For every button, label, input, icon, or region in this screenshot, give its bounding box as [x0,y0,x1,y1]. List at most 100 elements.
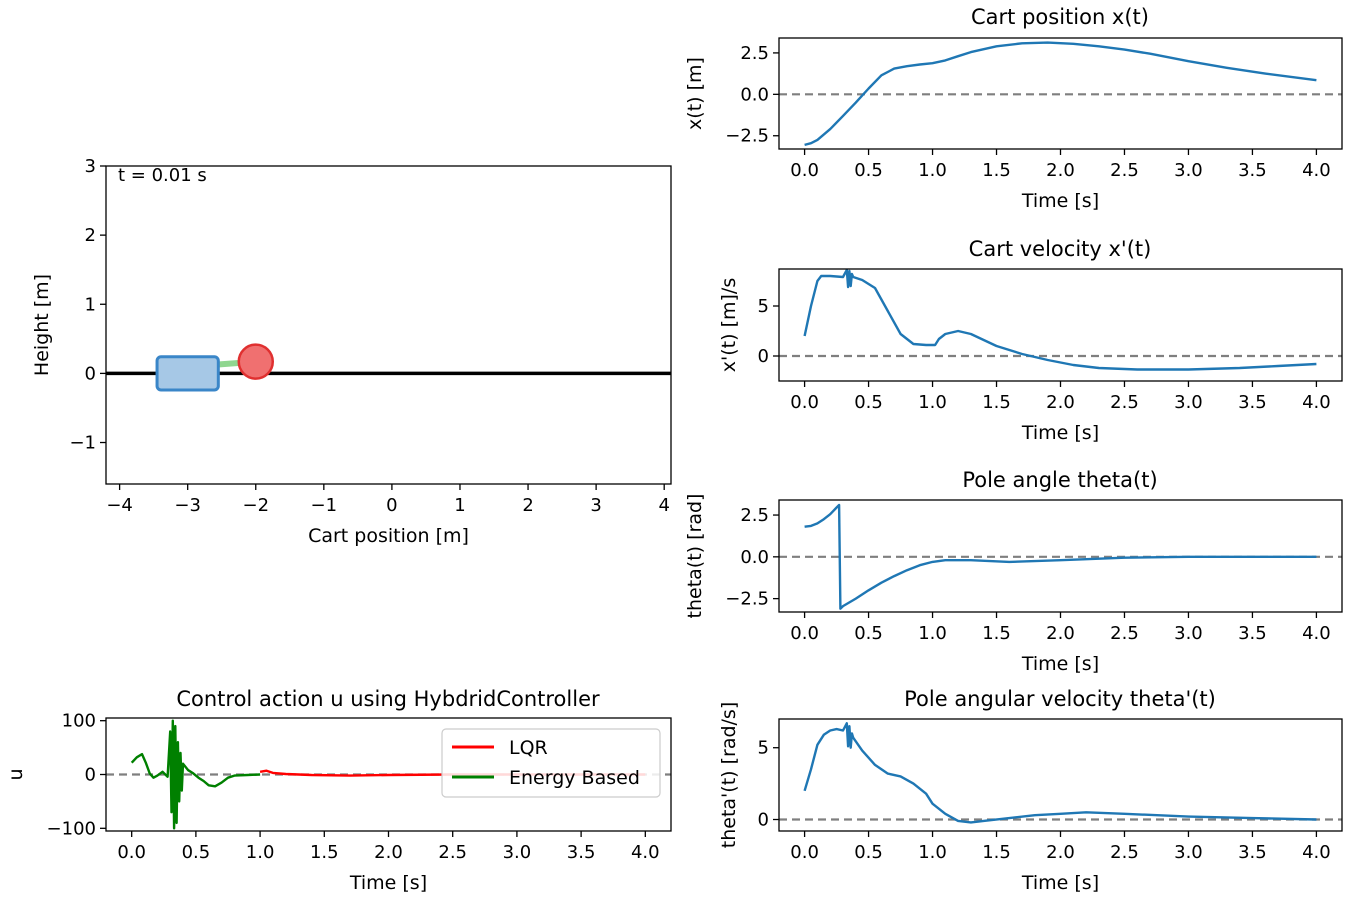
angular_velocity-plot-area [779,722,1342,824]
position-ytick-label: −2.5 [725,126,769,147]
position-panel: Cart position x(t) 0.0 0.5 1.0 1.5 2.0 2.5 3.0… [684,5,1343,212]
velocity-plot-area [779,269,1342,371]
velocity-xtick-label: 3.0 [1174,392,1203,413]
position-xtick-label: 2.0 [1046,160,1075,181]
velocity-xtick-label: 0.0 [790,392,819,413]
control-xtick-label: 3.0 [503,842,532,863]
angle-ytick-label: 0.0 [740,547,769,568]
control-xtick-label: 1.5 [310,842,339,863]
position-ytick-label: 0.0 [740,84,769,105]
angular_velocity-xtick-label: 1.5 [982,842,1011,863]
control-xtick-label: 0.5 [182,842,211,863]
position-xtick-label: 3.0 [1174,160,1203,181]
velocity-xtick-label: 2.0 [1046,392,1075,413]
control-legend-label: Energy Based [509,767,640,789]
animation-xtick-label: −1 [311,495,338,516]
animation-xtick-label: −4 [106,495,133,516]
velocity-ytick-label: 0 [758,346,769,367]
angle-series-0-line [804,503,1317,610]
control-ytick-label: 0 [85,765,96,786]
angular_velocity-ylabel: theta'(t) [rad/s] [718,702,740,848]
animation-ytick-label: 0 [85,363,96,384]
angle-panel: Pole angle theta(t) 0.0 0.5 1.0 1.5 2.0 2.5 3.… [684,468,1343,675]
cart [155,355,220,392]
angle-xtick-label: 2.5 [1110,623,1139,644]
control-xtick-label: 4.0 [631,842,660,863]
position-xtick-label: 0.5 [854,160,883,181]
position-xtick-label: 2.5 [1110,160,1139,181]
position-xtick-label: 4.0 [1302,160,1331,181]
control-xtick-label: 0.0 [117,842,146,863]
animation-xtick-label: 1 [454,495,465,516]
position-xlabel: Time [s] [1021,190,1099,212]
angular_velocity-xtick-label: 3.5 [1238,842,1267,863]
velocity-series-0-line [803,269,1317,371]
angle-plot-area [779,503,1342,610]
pole-bob [237,343,275,380]
animation-xtick-label: −2 [242,495,269,516]
animation-time-label: t = 0.01 s [118,165,207,186]
animation-plot-area [106,343,671,392]
control-ytick-label: −100 [47,818,96,839]
control-title: Control action u using HybdridController [176,687,600,711]
velocity-xtick-label: 2.5 [1110,392,1139,413]
control-panel: Control action u using HybdridController… [5,687,672,894]
velocity-panel: Cart velocity x'(t) 0.0 0.5 1.0 1.5 2.0 2.5 3.… [718,237,1343,444]
control-ytick-label: 100 [62,711,96,732]
control-xlabel: Time [s] [349,872,427,894]
animation-xtick-label: 0 [386,495,397,516]
angular-velocity-panel: Pole angular velocity theta'(t) 0.0 0.5 1.… [718,687,1343,894]
angular_velocity-ytick-label: 0 [758,810,769,831]
control-legend-label: LQR [509,737,548,759]
angular_velocity-xtick-label: 4.0 [1302,842,1331,863]
control-xtick-label: 2.5 [438,842,467,863]
position-xtick-label: 1.0 [918,160,947,181]
angle-xtick-label: 0.5 [854,623,883,644]
angle-xtick-label: 3.0 [1174,623,1203,644]
angle-xtick-label: 4.0 [1302,623,1331,644]
position-ylabel: x(t) [m] [684,57,706,130]
angle-xtick-label: 1.5 [982,623,1011,644]
animation-xtick-label: 4 [658,495,669,516]
velocity-xtick-label: 1.0 [918,392,947,413]
animation-ytick-label: 3 [85,156,96,177]
velocity-ytick-label: 5 [758,296,769,317]
angular_velocity-series-0-line [803,722,1317,824]
angular_velocity-xtick-label: 1.0 [918,842,947,863]
velocity-xtick-label: 0.5 [854,392,883,413]
angular_velocity-xtick-label: 2.0 [1046,842,1075,863]
position-title: Cart position x(t) [971,5,1149,29]
angle-xlabel: Time [s] [1021,653,1099,675]
angular_velocity-xtick-label: 3.0 [1174,842,1203,863]
control-xtick-label: 3.5 [567,842,596,863]
animation-panel: t = 0.01 s −4 −3 −2 −1 0 1 2 3 4 −1 0 1 2 3 Cart posit… [31,156,672,547]
animation-xtick-label: 3 [590,495,601,516]
control-legend: LQR Energy Based [441,728,661,798]
control-ylabel: u [5,768,27,780]
animation-frame [105,165,672,485]
angle-ytick-label: 2.5 [740,505,769,526]
position-series-0-line [804,41,1317,147]
angular_velocity-xtick-label: 2.5 [1110,842,1139,863]
animation-xlabel: Cart position [m] [308,525,469,547]
control-xtick-label: 1.0 [246,842,275,863]
position-xtick-label: 0.0 [790,160,819,181]
angle-xtick-label: 0.0 [790,623,819,644]
animation-ytick-label: 2 [85,225,96,246]
angle-xtick-label: 2.0 [1046,623,1075,644]
control-series-1-line [130,719,261,830]
animation-xtick-label: 2 [522,495,533,516]
angle-ytick-label: −2.5 [725,589,769,610]
position-xtick-label: 1.5 [982,160,1011,181]
velocity-xlabel: Time [s] [1021,422,1099,444]
position-xtick-label: 3.5 [1238,160,1267,181]
animation-xtick-label: −3 [174,495,201,516]
velocity-ylabel: x'(t) [m]/s [718,278,740,372]
control-xtick-label: 2.0 [374,842,403,863]
angular_velocity-xtick-label: 0.0 [790,842,819,863]
animation-ytick-label: −1 [69,433,96,454]
angular-velocity-title: Pole angular velocity theta'(t) [904,687,1216,711]
angle-title: Pole angle theta(t) [962,468,1157,492]
position-ytick-label: 2.5 [740,43,769,64]
velocity-xtick-label: 1.5 [982,392,1011,413]
